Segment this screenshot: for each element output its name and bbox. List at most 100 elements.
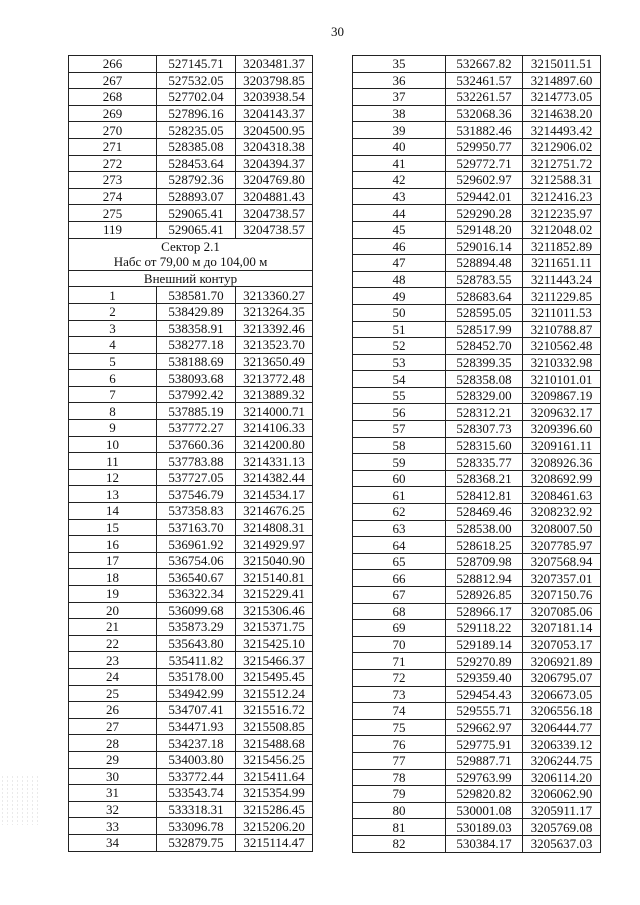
x-coordinate: 529950.77 bbox=[445, 137, 523, 156]
table-row: 10 537660.36 3214200.80 bbox=[68, 435, 313, 454]
x-coordinate: 527532.05 bbox=[156, 71, 236, 90]
x-coordinate: 529763.99 bbox=[445, 768, 523, 787]
x-coordinate: 529148.20 bbox=[445, 220, 523, 239]
y-coordinate: 3212751.72 bbox=[522, 154, 601, 173]
x-coordinate: 532667.82 bbox=[445, 55, 523, 73]
y-coordinate: 3214897.60 bbox=[522, 71, 601, 90]
point-number: 266 bbox=[68, 55, 157, 73]
x-coordinate: 535873.29 bbox=[156, 618, 236, 636]
x-coordinate: 533543.74 bbox=[156, 784, 236, 802]
x-coordinate: 537783.88 bbox=[156, 452, 236, 470]
x-coordinate: 537885.19 bbox=[156, 402, 236, 421]
table-row: 61 528412.81 3208461.63 bbox=[352, 486, 601, 505]
point-number: 269 bbox=[68, 104, 157, 123]
y-coordinate: 3215425.10 bbox=[235, 634, 313, 653]
point-number: 275 bbox=[68, 204, 157, 222]
table-row: 73 529454.43 3206673.05 bbox=[352, 685, 601, 704]
table-row: 52 528452.70 3210562.48 bbox=[352, 337, 601, 355]
point-number: 42 bbox=[352, 171, 446, 189]
table-row: 17 536754.06 3215040.90 bbox=[68, 551, 313, 570]
x-coordinate: 528618.25 bbox=[445, 536, 523, 554]
point-number: 7 bbox=[68, 385, 157, 404]
table-row: 119 529065.41 3204738.57 bbox=[68, 220, 313, 239]
point-number: 44 bbox=[352, 204, 446, 222]
point-number: 12 bbox=[68, 468, 157, 487]
y-coordinate: 3208926.36 bbox=[522, 453, 601, 471]
x-coordinate: 528312.21 bbox=[445, 403, 523, 422]
y-coordinate: 3214929.97 bbox=[235, 535, 313, 553]
y-coordinate: 3207568.94 bbox=[522, 552, 601, 571]
point-number: 29 bbox=[68, 750, 157, 769]
y-coordinate: 3215114.47 bbox=[235, 833, 313, 852]
table-row: 26 534707.41 3215516.72 bbox=[68, 701, 313, 719]
y-coordinate: 3215140.81 bbox=[235, 568, 313, 586]
x-coordinate: 534707.41 bbox=[156, 701, 236, 719]
x-coordinate: 534471.93 bbox=[156, 717, 236, 736]
contour-title: Внешний контур bbox=[68, 269, 313, 288]
table-row: 15 537163.70 3214808.31 bbox=[68, 518, 313, 537]
table-row: 40 529950.77 3212906.02 bbox=[352, 137, 601, 156]
contour-title-row: Внешний контур bbox=[68, 269, 313, 288]
point-number: 20 bbox=[68, 601, 157, 620]
y-coordinate: 3213889.32 bbox=[235, 385, 313, 404]
y-coordinate: 3214773.05 bbox=[522, 88, 601, 106]
x-coordinate: 528966.17 bbox=[445, 602, 523, 621]
point-number: 68 bbox=[352, 602, 446, 621]
y-coordinate: 3207181.14 bbox=[522, 619, 601, 637]
point-number: 60 bbox=[352, 469, 446, 488]
y-coordinate: 3207053.17 bbox=[522, 635, 601, 654]
x-coordinate: 528683.64 bbox=[445, 287, 523, 305]
x-coordinate: 535411.82 bbox=[156, 651, 236, 669]
x-coordinate: 538093.68 bbox=[156, 369, 236, 387]
y-coordinate: 3210332.98 bbox=[522, 353, 601, 372]
table-row: 3 538358.91 3213392.46 bbox=[68, 319, 313, 338]
x-coordinate: 537660.36 bbox=[156, 435, 236, 454]
x-coordinate: 529662.97 bbox=[445, 718, 523, 737]
point-number: 16 bbox=[68, 535, 157, 553]
table-row: 35 532667.82 3215011.51 bbox=[352, 55, 601, 73]
point-number: 267 bbox=[68, 71, 157, 90]
table-row: 72 529359.40 3206795.07 bbox=[352, 668, 601, 687]
sector-title: Сектор 2.1 bbox=[68, 237, 313, 255]
x-coordinate: 529065.41 bbox=[156, 220, 236, 239]
x-coordinate: 528368.21 bbox=[445, 469, 523, 488]
table-row: 48 528783.55 3211443.24 bbox=[352, 270, 601, 289]
table-row: 77 529887.71 3206244.75 bbox=[352, 751, 601, 770]
table-row: 42 529602.97 3212588.31 bbox=[352, 171, 601, 189]
table-row: 49 528683.64 3211229.85 bbox=[352, 287, 601, 305]
table-row: 50 528595.05 3211011.53 bbox=[352, 303, 601, 322]
coordinates-table-right: 35 532667.82 3215011.51 36 532461.57 3214897.… bbox=[352, 55, 601, 853]
point-number: 56 bbox=[352, 403, 446, 422]
y-coordinate: 3213360.27 bbox=[235, 286, 313, 304]
y-coordinate: 3208692.99 bbox=[522, 469, 601, 488]
point-number: 32 bbox=[68, 800, 157, 819]
y-coordinate: 3212416.23 bbox=[522, 187, 601, 206]
point-number: 21 bbox=[68, 618, 157, 636]
x-coordinate: 529555.71 bbox=[445, 702, 523, 720]
point-number: 75 bbox=[352, 718, 446, 737]
y-coordinate: 3214200.80 bbox=[235, 435, 313, 454]
x-coordinate: 528469.46 bbox=[445, 503, 523, 521]
table-row: 8 537885.19 3214000.71 bbox=[68, 402, 313, 421]
table-row: 74 529555.71 3206556.18 bbox=[352, 702, 601, 720]
x-coordinate: 537772.27 bbox=[156, 419, 236, 437]
table-row: 6 538093.68 3213772.48 bbox=[68, 369, 313, 387]
x-coordinate: 532461.57 bbox=[445, 71, 523, 90]
y-coordinate: 3204500.95 bbox=[235, 121, 313, 139]
point-number: 50 bbox=[352, 303, 446, 322]
point-number: 61 bbox=[352, 486, 446, 505]
table-row: 67 528926.85 3207150.76 bbox=[352, 586, 601, 604]
point-number: 17 bbox=[68, 551, 157, 570]
table-row: 56 528312.21 3209632.17 bbox=[352, 403, 601, 422]
x-coordinate: 535643.80 bbox=[156, 634, 236, 653]
y-coordinate: 3204394.37 bbox=[235, 154, 313, 173]
table-row: 267 527532.05 3203798.85 bbox=[68, 71, 313, 90]
x-coordinate: 534237.18 bbox=[156, 734, 236, 752]
x-coordinate: 530189.03 bbox=[445, 818, 523, 836]
point-number: 8 bbox=[68, 402, 157, 421]
y-coordinate: 3215495.45 bbox=[235, 667, 313, 686]
point-number: 119 bbox=[68, 220, 157, 239]
table-row: 20 536099.68 3215306.46 bbox=[68, 601, 313, 620]
point-number: 63 bbox=[352, 519, 446, 538]
point-number: 23 bbox=[68, 651, 157, 669]
